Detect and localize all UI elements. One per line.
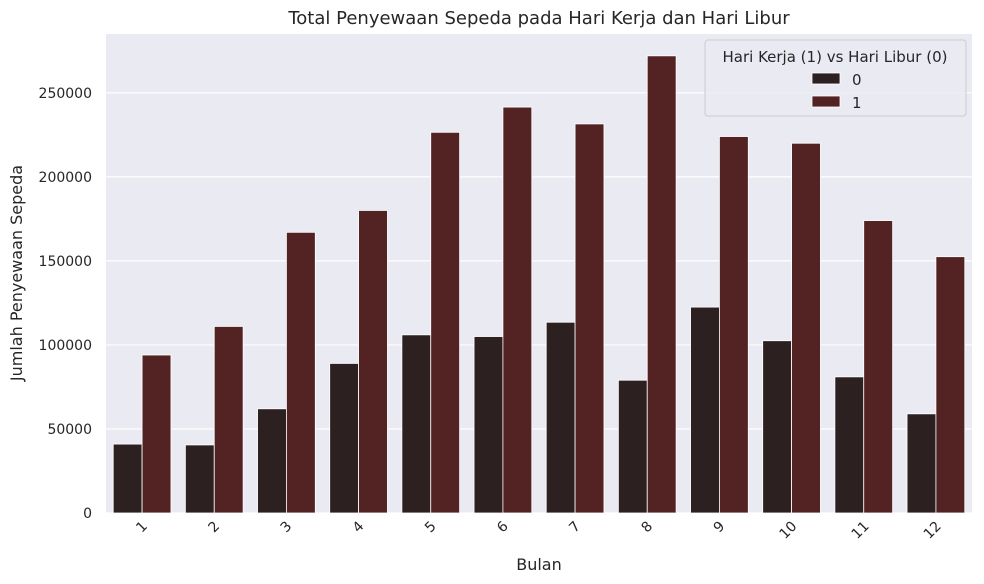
x-tick-label: 6 xyxy=(494,518,512,536)
bar-series-1-month-8 xyxy=(646,55,677,514)
legend-swatch-0 xyxy=(811,72,841,85)
legend-label-0: 0 xyxy=(852,71,862,89)
x-tick-label: 11 xyxy=(849,519,873,543)
y-tick-label: 100000 xyxy=(39,338,92,354)
bar-series-0-month-10 xyxy=(762,340,792,514)
x-tick-label: 1 xyxy=(133,519,151,537)
x-tick-label: 5 xyxy=(422,519,440,537)
bar-series-1-month-5 xyxy=(430,131,461,514)
x-tick-label: 12 xyxy=(921,519,945,543)
y-tick-label: 0 xyxy=(83,506,92,522)
bar-series-1-month-3 xyxy=(286,231,316,514)
bar-series-1-month-9 xyxy=(719,136,749,514)
y-tick-label: 250000 xyxy=(39,86,92,102)
y-axis-ticks: 0 50000 100000 150000 200000 250000 xyxy=(39,86,92,522)
legend: Hari Kerja (1) vs Hari Libur (0) 0 1 xyxy=(704,39,967,117)
y-tick-label: 150000 xyxy=(39,254,92,270)
bar-series-0-month-2 xyxy=(184,444,215,514)
bar-series-1-month-10 xyxy=(791,142,821,514)
bar-series-0-month-5 xyxy=(401,334,432,514)
bar-series-1-month-1 xyxy=(141,354,172,514)
legend-title: Hari Kerja (1) vs Hari Libur (0) xyxy=(723,48,948,66)
bar-series-1-month-2 xyxy=(213,326,244,514)
bar-series-0-month-11 xyxy=(834,376,865,514)
bar-series-1-month-4 xyxy=(358,210,388,514)
x-tick-label: 3 xyxy=(278,519,296,537)
bar-series-0-month-12 xyxy=(906,413,937,514)
x-tick-label: 7 xyxy=(566,519,584,537)
bar-series-0-month-6 xyxy=(473,336,504,514)
x-tick-label: 4 xyxy=(350,518,368,536)
bar-series-0-month-3 xyxy=(257,408,287,514)
bar-series-0-month-4 xyxy=(329,363,359,514)
x-tick-label: 9 xyxy=(711,519,729,537)
y-tick-label: 50000 xyxy=(47,422,92,438)
bar-series-1-month-7 xyxy=(574,123,605,514)
legend-swatch-1 xyxy=(811,95,841,108)
bar-series-1-month-6 xyxy=(502,106,533,514)
x-tick-label: 10 xyxy=(776,519,800,543)
y-tick-label: 200000 xyxy=(39,170,92,186)
chart-title: Total Penyewaan Sepeda pada Hari Kerja d… xyxy=(287,8,790,29)
y-axis-title: Jumlah Penyewaan Sepeda xyxy=(7,165,26,382)
x-tick-label: 2 xyxy=(205,519,223,537)
bar-series-0-month-7 xyxy=(545,321,576,514)
bar-series-0-month-9 xyxy=(690,306,720,514)
x-axis-ticks: 1 2 3 4 5 6 7 8 9 10 11 12 xyxy=(133,518,944,542)
bar-series-1-month-11 xyxy=(863,220,894,514)
bar-series-0-month-1 xyxy=(112,443,143,514)
bar-series-0-month-8 xyxy=(617,379,648,514)
bar-series-1-month-12 xyxy=(935,256,966,514)
legend-label-1: 1 xyxy=(852,94,862,112)
x-axis-title: Bulan xyxy=(516,555,562,574)
x-tick-label: 8 xyxy=(638,519,656,537)
bars xyxy=(112,55,966,514)
